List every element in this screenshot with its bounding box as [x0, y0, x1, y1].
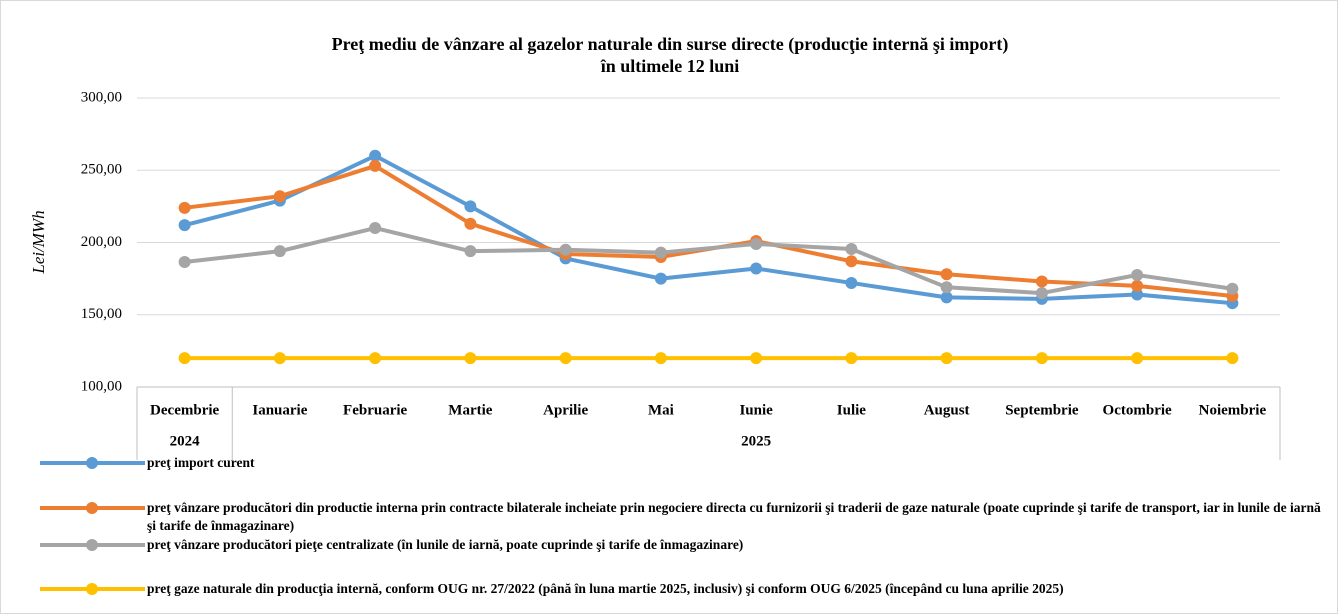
- series-marker: [1131, 279, 1144, 292]
- series-marker: [1226, 282, 1239, 295]
- series-marker: [369, 352, 382, 365]
- series-marker: [369, 222, 382, 235]
- x-tick-label: Martie: [448, 402, 492, 418]
- legend-label: preţ vânzare producători din productie i…: [147, 500, 1321, 533]
- x-tick-label: Aprilie: [543, 402, 588, 418]
- series-marker: [273, 190, 286, 203]
- series-marker: [369, 159, 382, 172]
- y-axis-label: Lei/MWh: [29, 210, 48, 274]
- legend-label: preţ vânzare producători pieţe centraliz…: [147, 537, 744, 552]
- x-tick-label: Decembrie: [150, 402, 219, 418]
- x-tick-label: Ianuarie: [252, 402, 307, 418]
- series-marker: [273, 245, 286, 258]
- series-marker: [654, 246, 667, 259]
- legend-swatch: [86, 539, 98, 551]
- series-marker: [178, 352, 191, 365]
- series-marker: [845, 255, 858, 268]
- series-marker: [940, 352, 953, 365]
- series-marker: [1035, 352, 1048, 365]
- series-marker: [940, 268, 953, 281]
- y-tick-label: 100,00: [81, 378, 122, 394]
- series-marker: [1131, 288, 1144, 301]
- series-marker: [464, 352, 477, 365]
- series-marker: [940, 281, 953, 294]
- series-marker: [1035, 287, 1048, 300]
- x-tick-label: Octombrie: [1103, 402, 1172, 418]
- legend-swatch: [86, 457, 98, 469]
- series-marker: [750, 352, 763, 365]
- x-tick-label: August: [924, 402, 970, 418]
- chart-title: în ultimele 12 luni: [600, 56, 740, 76]
- x-tick-label: Iunie: [739, 402, 773, 418]
- legend-swatch: [86, 502, 98, 514]
- x-tick-label: Mai: [648, 402, 674, 418]
- series-marker: [559, 352, 572, 365]
- series-marker: [464, 200, 477, 213]
- y-tick-label: 200,00: [81, 234, 122, 250]
- x-group-label: 2024: [170, 433, 201, 449]
- series-marker: [178, 201, 191, 214]
- series-marker: [1226, 352, 1239, 365]
- series-marker: [559, 243, 572, 256]
- series-line: [184, 163, 1233, 298]
- series-line: [184, 226, 1233, 296]
- x-tick-label: Noiembrie: [1199, 402, 1267, 418]
- legend-label: preţ import curent: [147, 455, 255, 470]
- x-tick-label: Septembrie: [1005, 402, 1079, 418]
- series-marker: [845, 243, 858, 256]
- series-marker: [845, 352, 858, 365]
- chart-title: Preţ mediu de vânzare al gazelor natural…: [332, 34, 1009, 55]
- series-marker: [464, 245, 477, 258]
- series-marker: [178, 219, 191, 232]
- series-marker: [750, 237, 763, 250]
- legend-label: preţ gaze naturale din producţia internă…: [147, 581, 1064, 596]
- x-tick-label: Iulie: [837, 402, 867, 418]
- series-marker: [464, 217, 477, 230]
- series-marker: [654, 272, 667, 285]
- series-marker: [654, 352, 667, 365]
- series-marker: [273, 352, 286, 365]
- series-marker: [178, 256, 191, 269]
- x-tick-label: Februarie: [343, 402, 407, 418]
- series-marker: [940, 291, 953, 304]
- series-line: [184, 153, 1233, 306]
- series-marker: [1035, 275, 1048, 288]
- series-marker: [1131, 269, 1144, 282]
- series-marker: [845, 276, 858, 289]
- legend-swatch: [86, 583, 98, 595]
- y-tick-label: 150,00: [81, 306, 122, 322]
- series-marker: [369, 149, 382, 162]
- y-tick-label: 250,00: [81, 162, 122, 178]
- series-marker: [1131, 352, 1144, 365]
- series-marker: [750, 262, 763, 275]
- y-tick-label: 300,00: [81, 89, 122, 105]
- x-group-label: 2025: [741, 433, 771, 449]
